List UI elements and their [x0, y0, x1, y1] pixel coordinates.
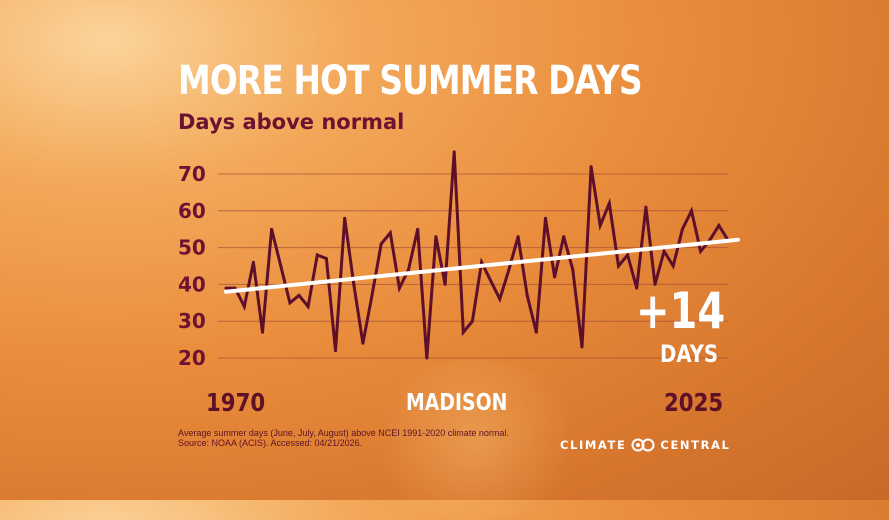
y-tick-label: 60	[178, 199, 206, 223]
data-point	[516, 235, 520, 239]
data-point	[635, 286, 639, 290]
data-point	[452, 150, 456, 154]
data-point	[571, 268, 575, 272]
trend-line	[224, 237, 740, 294]
change-value: +14	[636, 282, 726, 340]
y-tick-label: 30	[178, 309, 206, 333]
brand-word-1: CLIMATE	[560, 438, 627, 452]
brand-word-2: CENTRAL	[660, 438, 731, 452]
data-point	[315, 253, 319, 257]
page-title: MORE HOT SUMMER DAYS	[178, 58, 643, 104]
data-point	[461, 330, 465, 334]
data-point	[589, 165, 593, 169]
y-tick-label: 70	[178, 162, 206, 186]
data-point	[251, 260, 255, 264]
data-point	[434, 235, 438, 239]
data-point	[306, 305, 310, 308]
data-point	[443, 282, 447, 286]
data-point	[498, 297, 502, 301]
data-point	[343, 216, 347, 220]
climate-central-logo-icon	[631, 438, 655, 452]
data-point	[525, 293, 529, 297]
data-point	[242, 305, 246, 308]
chart-subtitle: Days above normal	[178, 110, 405, 134]
line-chart: 20 30 40 50 60 70	[178, 150, 740, 370]
data-point	[288, 301, 292, 305]
x-tick-label-start: 1970	[206, 388, 266, 417]
data-point	[626, 253, 630, 257]
data-point	[717, 224, 721, 227]
data-point	[425, 356, 429, 360]
data-point	[416, 227, 420, 231]
location-label: MADISON	[406, 390, 508, 416]
background-glow	[360, 360, 590, 520]
data-point	[544, 216, 547, 220]
data-point	[297, 293, 301, 297]
data-point	[261, 330, 264, 334]
data-point	[662, 249, 666, 253]
data-point	[379, 242, 383, 246]
data-point	[397, 286, 401, 290]
data-point	[334, 349, 337, 353]
data-point	[507, 268, 511, 272]
y-tick-label: 20	[178, 346, 206, 370]
data-point	[470, 319, 474, 323]
data-point	[607, 201, 611, 205]
y-tick-label: 50	[178, 236, 206, 260]
data-point	[562, 235, 566, 239]
data-point	[644, 205, 648, 209]
data-point	[388, 231, 392, 235]
data-point	[580, 345, 584, 349]
series-line-days-above-normal	[226, 151, 730, 359]
data-point	[671, 264, 675, 268]
data-point	[680, 227, 684, 231]
data-point	[224, 286, 228, 290]
data-point	[352, 282, 356, 286]
data-point	[279, 264, 283, 268]
data-point	[270, 227, 274, 231]
data-point	[324, 257, 328, 261]
change-unit: DAYS	[660, 340, 719, 368]
data-point	[480, 260, 484, 264]
x-tick-label-end: 2025	[664, 388, 724, 417]
footnote-line-1: Average summer days (June, July, August)…	[178, 428, 509, 438]
footnote: Average summer days (June, July, August)…	[178, 428, 509, 448]
data-point	[617, 264, 620, 268]
data-point	[653, 282, 657, 286]
y-tick-label: 40	[178, 272, 206, 296]
data-point	[407, 268, 410, 272]
data-point	[690, 209, 693, 213]
data-point	[361, 341, 365, 345]
data-point	[489, 279, 493, 283]
data-point	[699, 249, 703, 253]
footnote-line-2: Source: NOAA (ACIS). Accessed: 04/21/202…	[178, 438, 363, 448]
brand-logo: CLIMATE CENTRAL	[560, 438, 730, 452]
data-point	[534, 330, 538, 334]
data-point	[553, 275, 557, 279]
data-point	[598, 224, 602, 227]
data-point	[370, 293, 374, 297]
